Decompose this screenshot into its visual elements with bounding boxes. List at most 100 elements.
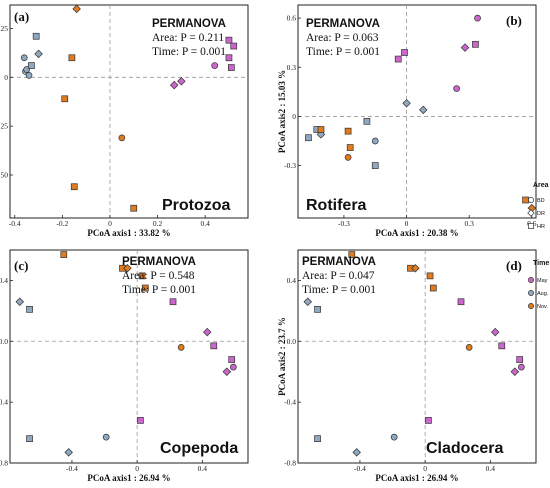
- panel-label: (d): [506, 258, 522, 273]
- legend-time-label: Nov.: [537, 304, 548, 310]
- data-points: [305, 14, 537, 213]
- data-point: [491, 327, 500, 337]
- taxon-label: Copepoda: [160, 440, 238, 457]
- permanova-area: Area: P = 0.211: [152, 32, 224, 44]
- y-tick-label: -0.4: [284, 398, 296, 407]
- legend-time-label: Aug.: [537, 291, 549, 297]
- data-point: [465, 344, 473, 351]
- x-tick-label: -0.4: [9, 219, 21, 228]
- data-point: [517, 363, 525, 371]
- panel-label: (b): [506, 13, 522, 28]
- y-tick-label: 0.3: [287, 63, 297, 72]
- data-point: [402, 99, 411, 108]
- y-tick-label: 0.6: [287, 14, 297, 23]
- data-point: [474, 14, 481, 22]
- data-point: [68, 54, 76, 62]
- permanova-title: PERMANOVA: [302, 256, 376, 268]
- data-point: [522, 196, 529, 204]
- panel-label: (a): [14, 9, 29, 24]
- x-tick-label: 0: [135, 464, 139, 473]
- data-point: [371, 162, 379, 169]
- data-point: [472, 40, 479, 48]
- data-point: [72, 4, 81, 14]
- taxon-label: Cladocera: [426, 440, 503, 457]
- data-point: [314, 435, 321, 443]
- taxon-label: Rotifera: [306, 197, 367, 214]
- data-point: [26, 305, 33, 313]
- data-point: [32, 32, 40, 40]
- data-point: [411, 264, 420, 273]
- data-point: [314, 305, 321, 313]
- permanova-time: Time: P = 0.001: [122, 284, 196, 296]
- legend-area-marker: [527, 209, 535, 217]
- data-point: [390, 433, 398, 441]
- x-tick-label: 0.4: [198, 464, 208, 473]
- data-point: [453, 85, 461, 92]
- x-tick-label: 0.4: [200, 219, 210, 228]
- data-point: [457, 298, 465, 306]
- y-tick-label: -0.25: [0, 122, 8, 131]
- x-tick-label: -0.3: [338, 219, 350, 228]
- data-point: [70, 183, 78, 191]
- data-point: [510, 367, 520, 376]
- data-point: [225, 54, 233, 62]
- x-axis-label: PCoA axis1 : 26.94 %: [87, 473, 170, 483]
- plot-frame: [297, 249, 537, 464]
- data-point: [177, 344, 185, 351]
- data-point: [348, 251, 356, 258]
- x-tick-label: 0.4: [486, 464, 496, 473]
- permanova-area: Area: P = 0.548: [122, 270, 195, 282]
- data-point: [228, 356, 236, 363]
- data-point: [211, 62, 219, 69]
- data-point: [344, 127, 352, 135]
- legend-area-marker: [528, 197, 534, 203]
- data-point: [401, 49, 408, 56]
- legend: Area BD DR HR Time May Aug. Nov.: [527, 182, 549, 310]
- data-point: [60, 251, 68, 258]
- data-point: [363, 117, 371, 125]
- data-point: [303, 297, 313, 306]
- data-point: [344, 154, 352, 161]
- x-tick-label: 0: [423, 464, 427, 473]
- data-point: [25, 71, 33, 79]
- permanova-area: Area: P = 0.047: [302, 270, 375, 282]
- data-point: [177, 76, 186, 86]
- x-axis-label: PCoA axis1 : 33.82 %: [87, 228, 170, 238]
- plot-frame: [9, 249, 249, 464]
- legend-area-label: HR: [537, 224, 545, 230]
- x-tick-label: -0.4: [354, 464, 366, 473]
- data-point: [61, 95, 69, 103]
- data-point: [225, 36, 233, 44]
- legend-area-title: Area: [533, 182, 549, 189]
- data-point: [352, 448, 361, 457]
- y-tick-label: 0.25: [0, 24, 8, 33]
- x-tick-label: -0.4: [66, 464, 78, 473]
- data-point: [169, 298, 177, 306]
- permanova-time: Time: P = 0.001: [152, 46, 226, 58]
- data-point: [64, 448, 73, 457]
- x-axis-label: PCoA axis1 : 20.38 %: [375, 228, 458, 238]
- legend-time-marker: [528, 277, 534, 283]
- y-tick-label: 0.0: [0, 337, 8, 346]
- y-tick-label: -0.8: [0, 459, 8, 468]
- data-point: [419, 105, 428, 115]
- x-tick-label: 0: [405, 219, 409, 228]
- data-point: [210, 342, 218, 350]
- y-tick-label: 0.0: [287, 337, 297, 346]
- data-point: [15, 297, 25, 306]
- data-point: [130, 204, 138, 212]
- legend-time-title: Time: [533, 260, 549, 267]
- data-point: [317, 126, 325, 133]
- y-tick-label: 0: [292, 112, 296, 121]
- data-point: [227, 64, 235, 71]
- data-point: [498, 342, 506, 350]
- legend-time-marker: [528, 290, 534, 296]
- y-axis-label: PCoA axis2 : 15.03 %: [277, 70, 287, 153]
- x-tick-label: -0.2: [56, 219, 68, 228]
- y-tick-label: -0.50: [0, 171, 8, 180]
- data-points: [15, 251, 237, 457]
- x-tick-label: 0.3: [465, 219, 475, 228]
- legend-time-marker: [528, 303, 534, 309]
- data-point: [222, 367, 232, 376]
